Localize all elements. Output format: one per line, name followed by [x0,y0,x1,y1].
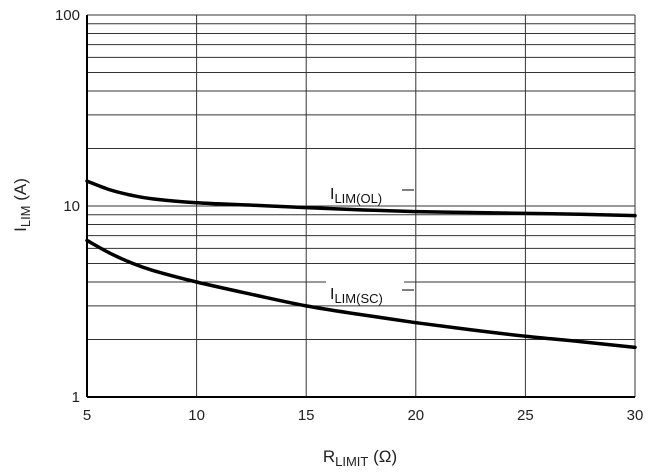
series-line-ilim-ol [85,179,637,218]
plot-frame [86,15,635,398]
series-label-ilim-sc: ILIM(SC) [330,286,383,306]
y-tick-label: 1 [72,389,80,406]
grid-lines [86,14,636,398]
data-series [85,179,637,350]
x-tick-label: 20 [407,407,424,424]
series-label-background [326,179,404,205]
y-axis-label-unit: (A) [11,178,30,205]
series-label-background [326,279,404,305]
x-axis-label-main: R [323,447,335,466]
series-label-sub: LIM(OL) [334,191,382,206]
x-tick-label: 5 [83,407,91,424]
x-axis-label: RLIMIT (Ω) [323,447,397,469]
x-tick-label: 25 [517,407,534,424]
x-tick-label: 15 [298,407,315,424]
y-axis-label-sub: LIM [18,205,33,227]
y-tick-label: 10 [63,198,80,215]
tick-labels: 5 10 15 20 25 30 1 10 100 [55,7,643,424]
x-axis-label-unit: (Ω) [368,447,397,466]
series-label-main: I [330,186,334,203]
x-axis-label-sub: LIMIT [335,454,368,469]
series-label-ilim-ol: ILIM(OL) [330,186,382,206]
x-tick-label: 10 [188,407,205,424]
x-tick-label: 30 [627,407,644,424]
y-axis-label: ILIM (A) [11,178,33,232]
series-labels: ILIM(OL)ILIM(SC) [326,179,414,306]
series-line-ilim-sc [85,238,637,350]
y-axis-label-main: I [11,227,30,232]
series-label-main: I [330,286,334,303]
y-tick-label: 100 [55,7,80,24]
series-label-sub: LIM(SC) [334,291,382,306]
